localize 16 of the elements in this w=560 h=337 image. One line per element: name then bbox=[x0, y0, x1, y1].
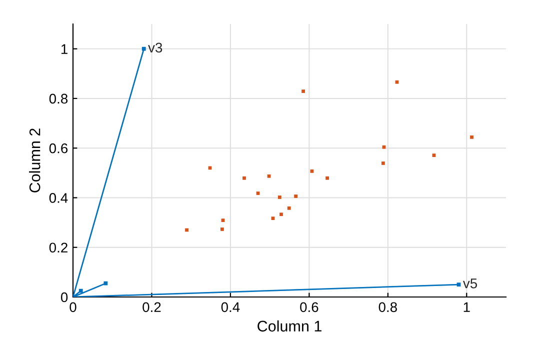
x-axis-title: Column 1 bbox=[258, 320, 322, 332]
x-tick-label: 0 bbox=[70, 302, 76, 312]
series-label: v5 bbox=[462, 278, 478, 288]
y-tick-label: 0.8 bbox=[49, 94, 68, 104]
x-tick-label: 0.8 bbox=[378, 302, 397, 312]
series-label: v3 bbox=[148, 42, 162, 53]
y-tick-label: 0.2 bbox=[49, 242, 68, 253]
y-tick-label: 0 bbox=[60, 292, 68, 302]
y-tick-label: 0.4 bbox=[49, 193, 68, 203]
x-tick-label: 0.6 bbox=[300, 302, 318, 312]
x-tick-label: 0.4 bbox=[221, 302, 240, 312]
y-tick-label: 0.6 bbox=[49, 143, 68, 154]
x-tick-label: 0.2 bbox=[142, 302, 161, 312]
x-tick-label: 1 bbox=[464, 302, 470, 312]
y-axis-title: Column 2 bbox=[29, 128, 40, 192]
y-tick-label: 1 bbox=[61, 44, 68, 54]
